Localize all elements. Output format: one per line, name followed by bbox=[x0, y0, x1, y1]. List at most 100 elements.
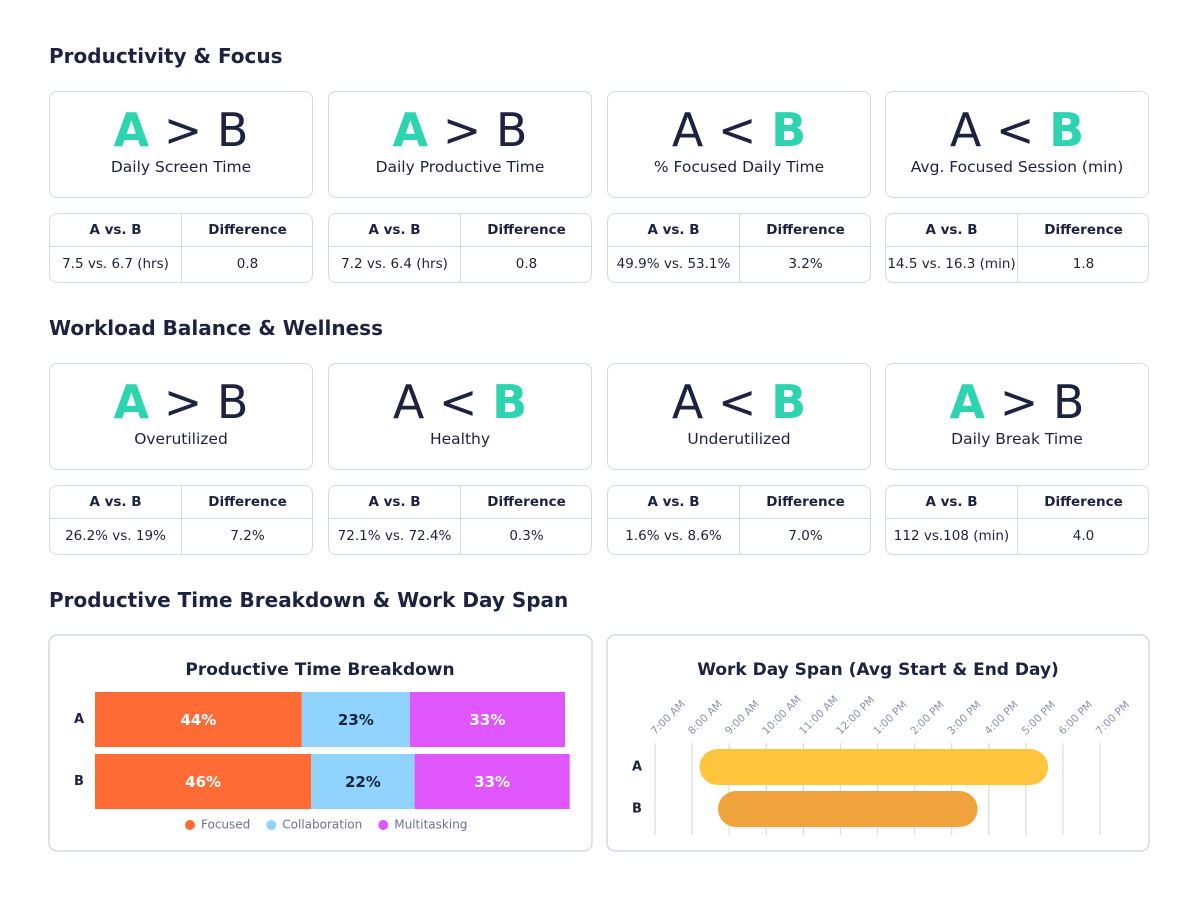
metric-table: A vs. B Difference 14.5 vs. 16.3 (min) 1.8 bbox=[885, 213, 1149, 283]
spacer bbox=[985, 375, 1000, 429]
comparison: A > B bbox=[50, 374, 312, 430]
category-label: B bbox=[632, 802, 642, 817]
spacer bbox=[202, 375, 217, 429]
legend-swatch bbox=[185, 820, 195, 830]
table-cell: 1.8 bbox=[1017, 246, 1149, 282]
bar-segment bbox=[414, 754, 570, 809]
right-group: B bbox=[495, 103, 528, 157]
data-label: 44% bbox=[180, 711, 216, 729]
left-group: A bbox=[392, 375, 425, 429]
table-header: Difference bbox=[181, 214, 313, 247]
table-cell: 0.8 bbox=[181, 246, 313, 282]
table-cell: 49.9% vs. 53.1% bbox=[616, 256, 731, 272]
right-group: B bbox=[216, 375, 249, 429]
comparison: A > B bbox=[329, 102, 591, 158]
chart-title: Productive Time Breakdown bbox=[185, 660, 454, 680]
table-header: Difference bbox=[739, 486, 871, 519]
spacer bbox=[703, 375, 718, 429]
table-cell: 3.2% bbox=[739, 246, 871, 282]
data-label: 23% bbox=[338, 711, 374, 729]
metric-label: Healthy bbox=[429, 430, 491, 448]
metric-table: A vs. B Difference 49.9% vs. 53.1% 3.2% bbox=[607, 213, 871, 283]
table-header: Difference bbox=[181, 486, 313, 519]
operator: < bbox=[995, 103, 1035, 157]
table-header: A vs. B bbox=[329, 214, 460, 247]
comparison: A > B bbox=[50, 102, 312, 158]
spacer bbox=[202, 103, 217, 157]
metric-table: A vs. B Difference 1.6% vs. 8.6% 7.0% bbox=[607, 485, 871, 555]
table-header: A vs. B bbox=[608, 486, 739, 519]
table-header: A vs. B bbox=[886, 486, 1017, 519]
spacer bbox=[703, 103, 718, 157]
legend-label: Focused bbox=[201, 818, 250, 832]
table-header: A vs. B bbox=[50, 486, 181, 519]
category-label: B bbox=[74, 774, 84, 789]
table-cell: 0.8 bbox=[460, 246, 592, 282]
metric-label: Underutilized bbox=[687, 430, 791, 448]
metric-card: A > B Daily Productive Time bbox=[328, 91, 592, 198]
right-group: B bbox=[771, 375, 807, 429]
bar-segment bbox=[95, 692, 302, 747]
metric-card: A < B Underutilized bbox=[607, 363, 871, 470]
range-bar bbox=[699, 749, 1049, 785]
metric-table: A vs. B Difference 26.2% vs. 19% 7.2% bbox=[49, 485, 313, 555]
table-cell: 72.1% vs. 72.4% bbox=[337, 528, 452, 544]
right-group: B bbox=[1052, 375, 1085, 429]
comparison: A < B bbox=[608, 374, 870, 430]
metric-label: Daily Screen Time bbox=[110, 158, 252, 176]
spacer bbox=[981, 103, 996, 157]
table-cell: 0.3% bbox=[460, 518, 592, 554]
table-cell: 7.2 vs. 6.4 (hrs) bbox=[341, 256, 448, 272]
bar-segment bbox=[301, 692, 410, 747]
metric-card: A < B% Focused Daily Time bbox=[607, 91, 871, 198]
operator: > bbox=[442, 103, 482, 157]
operator: > bbox=[999, 375, 1039, 429]
operator: > bbox=[163, 103, 203, 157]
table-cell: 7.5 vs. 6.7 (hrs) bbox=[62, 256, 169, 272]
legend-label: Collaboration bbox=[282, 818, 362, 832]
table-header: A vs. B bbox=[329, 486, 460, 519]
data-label: 22% bbox=[345, 773, 381, 791]
table-header: A vs. B bbox=[608, 214, 739, 247]
metric-label: Daily Productive Time bbox=[375, 158, 545, 176]
section-title: Productive Time Breakdown & Work Day Spa… bbox=[49, 588, 569, 612]
left-group: A bbox=[671, 375, 704, 429]
right-group: B bbox=[492, 375, 528, 429]
metric-table: A vs. B Difference 72.1% vs. 72.4% 0.3% bbox=[328, 485, 592, 555]
metric-table: A vs. B Difference 7.5 vs. 6.7 (hrs) 0.8 bbox=[49, 213, 313, 283]
metric-label: Avg. Focused Session (min) bbox=[910, 158, 1124, 176]
table-header: Difference bbox=[460, 214, 592, 247]
bar-segment bbox=[95, 754, 312, 809]
data-label: 33% bbox=[474, 773, 510, 791]
spacer bbox=[149, 375, 164, 429]
table-header: A vs. B bbox=[886, 214, 1017, 247]
table-header: Difference bbox=[460, 486, 592, 519]
table-cell: 7.0% bbox=[739, 518, 871, 554]
spacer bbox=[481, 103, 496, 157]
table-header: Difference bbox=[739, 214, 871, 247]
right-group: B bbox=[216, 103, 249, 157]
comparison: A < B bbox=[329, 374, 591, 430]
table-cell: 4.0 bbox=[1017, 518, 1149, 554]
table-cell: 14.5 vs. 16.3 (min) bbox=[887, 256, 1016, 272]
metric-label: Overutilized bbox=[134, 430, 228, 448]
bar-segment bbox=[409, 692, 565, 747]
range-bar bbox=[718, 791, 978, 827]
metric-label: % Focused Daily Time bbox=[653, 158, 825, 176]
operator: < bbox=[438, 375, 478, 429]
legend-label: Multitasking bbox=[394, 818, 467, 832]
table-cell: 112 vs.108 (min) bbox=[893, 528, 1010, 544]
spacer bbox=[149, 103, 164, 157]
metric-label: Daily Break Time bbox=[951, 430, 1083, 448]
table-cell: 7.2% bbox=[181, 518, 313, 554]
operator: < bbox=[717, 375, 757, 429]
table-header: A vs. B bbox=[50, 214, 181, 247]
spacer bbox=[477, 375, 492, 429]
metric-card: A > B Overutilized bbox=[49, 363, 313, 470]
left-group: A bbox=[113, 375, 150, 429]
metric-table: A vs. B Difference 7.2 vs. 6.4 (hrs) 0.8 bbox=[328, 213, 592, 283]
spacer bbox=[1038, 375, 1053, 429]
data-label: 33% bbox=[469, 711, 505, 729]
